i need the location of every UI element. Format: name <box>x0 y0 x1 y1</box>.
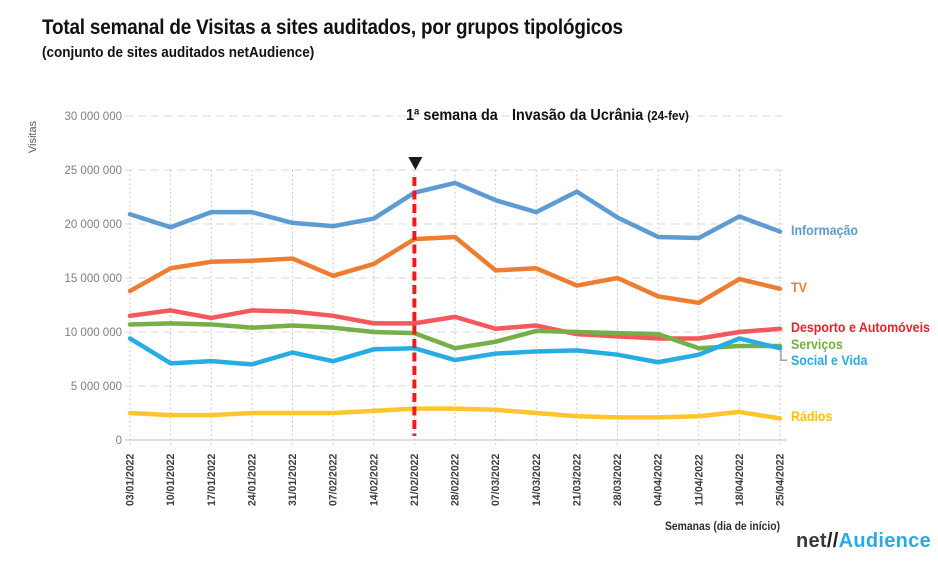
y-tick-label: 5 000 000 <box>71 381 122 393</box>
x-tick-label: 17/01/2022 <box>206 454 218 506</box>
y-tick-label: 25 000 000 <box>64 165 122 177</box>
x-tick-label: 24/01/2022 <box>246 454 258 506</box>
x-tick-label: 28/03/2022 <box>612 454 624 506</box>
x-tick-label: 21/03/2022 <box>571 454 583 506</box>
logo-audience: Audience <box>838 530 931 552</box>
series-line-servicos <box>127 321 783 351</box>
logo-slashes: // <box>826 530 839 552</box>
netaudience-logo: net//Audience <box>796 530 931 553</box>
legend-leader-line <box>780 350 787 361</box>
x-tick-label: 04/04/2022 <box>652 454 664 506</box>
x-tick-label: 07/02/2022 <box>327 454 339 506</box>
x-tick-label: 28/02/2022 <box>449 454 461 506</box>
x-tick-label: 21/02/2022 <box>409 454 421 506</box>
y-tick-label: 20 000 000 <box>64 219 122 231</box>
logo-net: net <box>795 530 827 552</box>
event-marker-triangle-icon <box>408 157 423 170</box>
x-axis-title: Semanas (dia de início) <box>665 521 781 533</box>
x-tick-label: 10/01/2022 <box>165 454 177 506</box>
chart-title: Total semanal de Visitas a sites auditad… <box>42 16 623 39</box>
y-tick-label: 0 <box>116 435 122 447</box>
x-tick-label: 31/01/2022 <box>287 454 299 506</box>
x-tick-label: 25/04/2022 <box>774 454 786 506</box>
event-annotation: 1ª semana da Invasão da Ucrânia (24-fev) <box>406 104 709 127</box>
event-annotation-line2: Invasão da Ucrânia (24-fev) <box>512 104 689 127</box>
series-line-informacao <box>127 180 783 241</box>
x-tick-label: 18/04/2022 <box>734 454 746 506</box>
x-tick-label: 11/04/2022 <box>693 454 705 506</box>
y-tick-label: 30 000 000 <box>64 111 122 123</box>
series-line-radios <box>127 406 783 421</box>
y-axis-title: Visitas <box>27 120 39 153</box>
series-line-tv <box>127 234 783 306</box>
y-tick-label: 15 000 000 <box>64 273 122 285</box>
x-tick-label: 14/03/2022 <box>531 454 543 506</box>
x-tick-label: 14/02/2022 <box>368 454 380 506</box>
event-annotation-date: (24-fev) <box>647 108 690 123</box>
y-tick-label: 10 000 000 <box>64 327 122 339</box>
x-tick-label: 07/03/2022 <box>490 454 502 506</box>
x-tick-label: 03/01/2022 <box>124 454 136 506</box>
event-annotation-line1: 1ª semana da <box>406 107 498 124</box>
series-line-social-e-vida <box>127 336 783 367</box>
chart-subtitle: (conjunto de sites auditados netAudience… <box>42 44 315 61</box>
event-annotation-line2-text: Invasão da Ucrânia <box>512 107 644 124</box>
